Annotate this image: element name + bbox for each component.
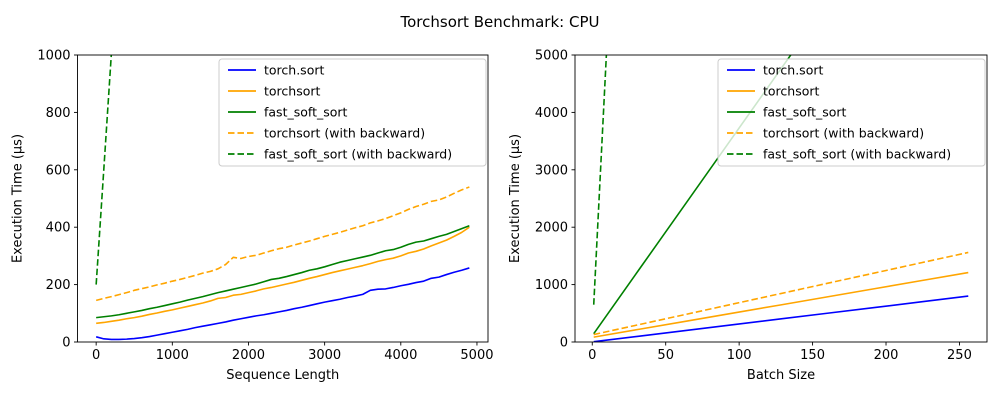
left-plot-x-tick-label: 2000 (232, 348, 265, 363)
left-plot-x-tick-label: 0 (92, 348, 100, 363)
right-plot-x-tick-label: 100 (727, 348, 752, 363)
left-plot-ylabel: Execution Time (µs) (11, 134, 26, 263)
right-plot-y-tick-label: 3000 (535, 163, 568, 178)
right-plot-x-tick-label: 200 (874, 348, 899, 363)
right-plot-ylabel: Execution Time (µs) (508, 134, 523, 263)
right-plot-spines (574, 54, 988, 343)
left-plot-series-torch-sort (95, 267, 470, 341)
right-plot-y-tick-label: 5000 (535, 49, 568, 64)
legend-label-torch-sort: torch.sort (264, 63, 324, 78)
legend-label-fast-soft-sort-backward: fast_soft_sort (with backward) (763, 147, 951, 162)
left-plot-legend: torch.sort torchsort fast_soft_sorttorchso… (218, 58, 487, 167)
right-plot-series-torchsort-backward (593, 251, 969, 336)
right-plot-series-fast-soft-sort-backward (592, 55, 608, 305)
legend-label-fast-soft-sort: fast_soft_sort (763, 105, 847, 120)
right-plot-xlabel: Batch Size (747, 368, 815, 383)
left-plot-series-fast-soft-sort-backward (95, 55, 113, 285)
right-plot-y-tick-label: 2000 (535, 221, 568, 236)
legend-box (717, 58, 986, 167)
left-plot: 0 1000 2000 3000 4000 5000 0 200 400 600 800 1000 Se… (11, 49, 494, 384)
right-plot-x-tick-label: 0 (588, 348, 596, 363)
legend-label-torchsort: torchsort (264, 84, 321, 99)
left-plot-y-tick-label: 0 (62, 336, 70, 351)
left-plot-x-tick-label: 1000 (156, 348, 189, 363)
left-plot-y-tick-label: 200 (46, 278, 71, 293)
right-plot-legend: torch.sort torchsort fast_soft_sorttorchso… (717, 58, 986, 167)
right-plot-y-tick-label: 4000 (535, 106, 568, 121)
legend-label-torchsort: torchsort (763, 84, 820, 99)
right-plot-series-torch-sort (593, 295, 969, 342)
right-plot-series-fast-soft-sort (593, 55, 792, 335)
left-plot-y-tick-label: 1000 (37, 49, 70, 64)
left-plot-series-fast-soft-sort (96, 225, 470, 319)
left-plot-series-torchsort-backward (95, 186, 470, 302)
right-plot-y-tick-label: 1000 (535, 278, 568, 293)
right-plot-series-torchsort (593, 271, 969, 338)
left-plot-x-tick-label: 3000 (308, 348, 341, 363)
legend-box (218, 58, 487, 167)
left-plot-xlabel: Sequence Length (226, 368, 339, 383)
legend-label-fast-soft-sort: fast_soft_sort (264, 105, 348, 120)
left-plot-x-tick-label: 5000 (460, 348, 493, 363)
legend-label-fast-soft-sort-backward: fast_soft_sort (with backward) (264, 147, 452, 162)
right-plot-y-tick-label: 0 (560, 336, 568, 351)
left-plot-spines (77, 54, 489, 343)
left-plot-y-tick-label: 400 (46, 221, 71, 236)
left-plot-x-tick-label: 4000 (384, 348, 417, 363)
right-plot-x-tick-label: 150 (800, 348, 825, 363)
right-plot-x-tick-label: 50 (657, 348, 674, 363)
right-plot: 0 50 100 150 200 250 0 1000 2000 3000 4000 5000 Batc… (508, 49, 988, 383)
left-plot-y-tick-label: 600 (46, 163, 71, 178)
left-plot-y-tick-label: 800 (46, 106, 71, 121)
left-plot-series-torchsort (96, 226, 470, 325)
legend-label-torch-sort: torch.sort (763, 63, 823, 78)
figure-title: Torchsort Benchmark: CPU (400, 13, 600, 31)
legend-label-torchsort-backward: torchsort (with backward) (264, 126, 425, 141)
right-plot-x-tick-label: 250 (947, 348, 972, 363)
legend-label-torchsort-backward: torchsort (with backward) (763, 126, 924, 141)
